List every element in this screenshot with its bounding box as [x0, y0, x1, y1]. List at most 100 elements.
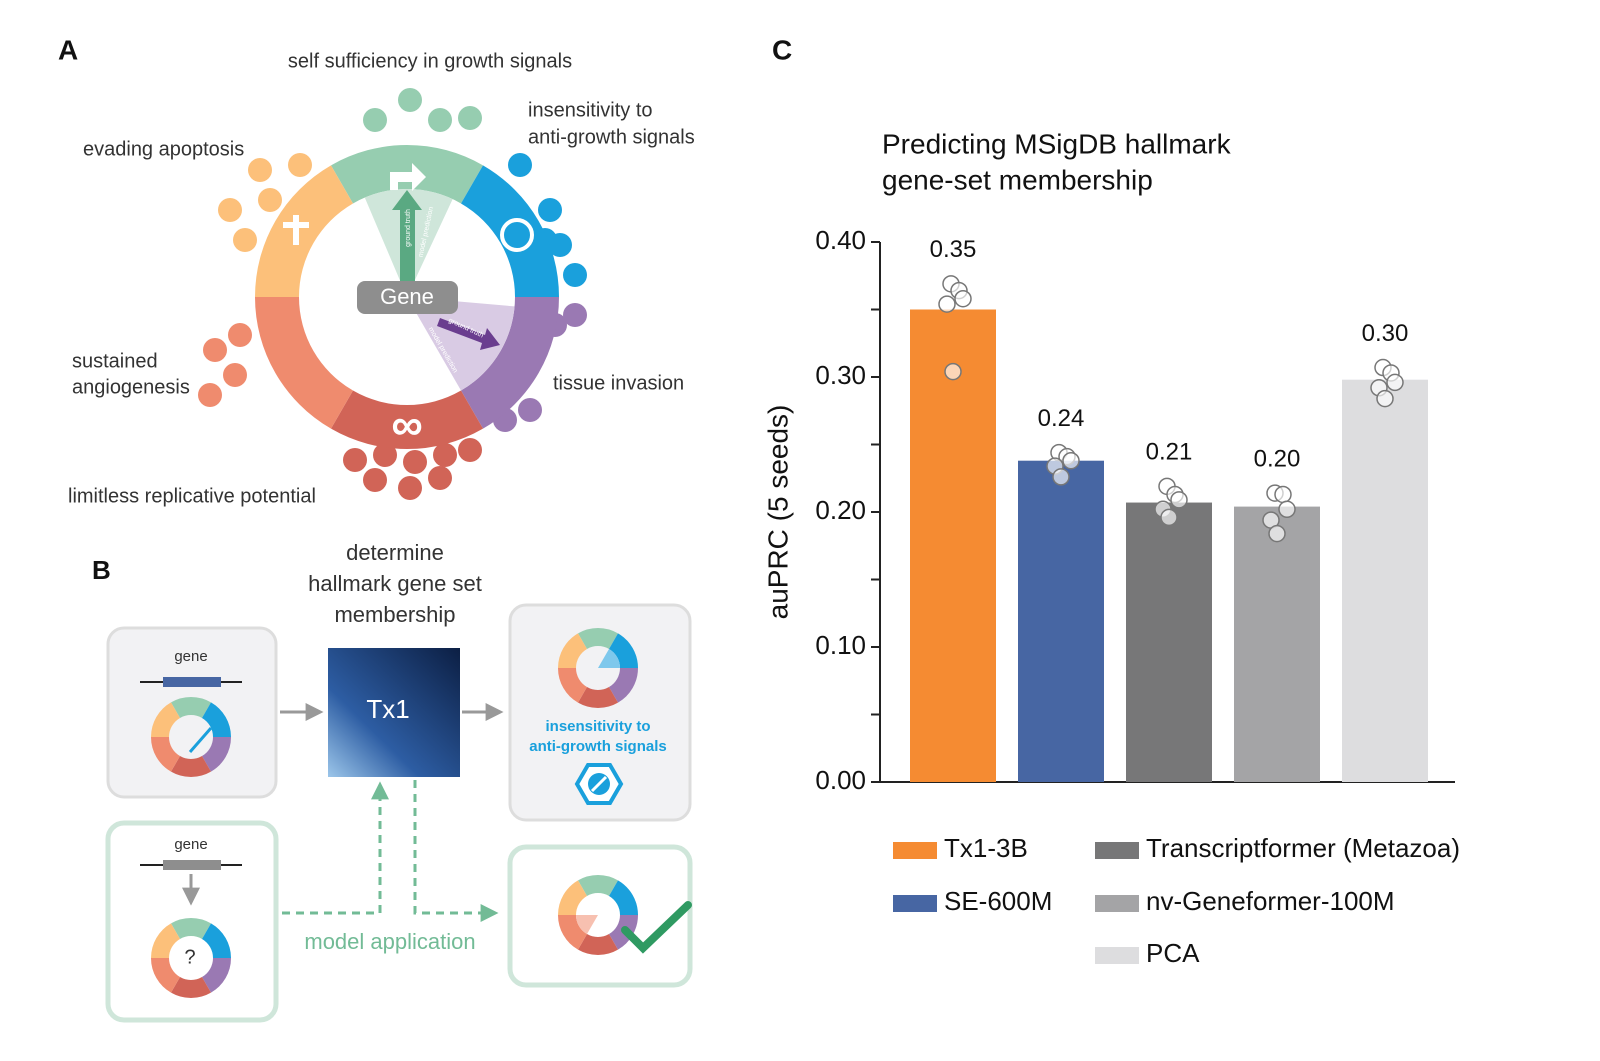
value-label: 0.24 [1038, 405, 1085, 432]
cell-icon [203, 338, 227, 362]
cell-icon [248, 158, 272, 182]
cell-icon [398, 476, 422, 500]
y-tick-label: 0.30 [815, 360, 866, 390]
heading: membership [334, 602, 455, 627]
seed-point [1268, 524, 1286, 543]
seed-point [944, 362, 962, 381]
hallmark-icon [283, 215, 309, 245]
chart-title: gene-set membership [882, 164, 1153, 195]
value-label: 0.21 [1146, 439, 1193, 466]
arrow-head [392, 190, 422, 210]
panel-letter: B [92, 555, 111, 585]
legend-swatch [1095, 842, 1139, 859]
y-axis-label: auPRC (5 seeds) [762, 405, 793, 620]
gene-box [357, 281, 458, 314]
cell-icon [433, 443, 457, 467]
legend-label: nv-Geneformer-100M [1146, 886, 1395, 916]
legend-swatch [893, 842, 937, 859]
prediction-wedge [576, 915, 598, 935]
wheel-segment [202, 737, 231, 772]
result-box [507, 844, 693, 988]
cell-icon [458, 438, 482, 462]
tiny-label: ground truth [405, 209, 412, 247]
seed-point [938, 295, 956, 313]
seed-point [1170, 491, 1188, 509]
hallmark-label: anti-growth signals [528, 126, 695, 148]
legend-swatch [1095, 895, 1139, 912]
seed-point [1278, 500, 1296, 519]
cell-icon [223, 363, 247, 387]
value-label: 0.35 [930, 236, 977, 263]
cell-icon [218, 198, 242, 222]
gene-label: gene [174, 836, 207, 853]
mini-wheel [151, 697, 231, 777]
wheel-segment [578, 875, 618, 896]
wheel-segment [331, 390, 483, 449]
legend-label: PCA [1146, 938, 1200, 968]
wheel-segment [609, 633, 638, 668]
wheel-segment [171, 918, 211, 939]
value-label: 0.20 [1254, 445, 1301, 472]
hallmark-label: tissue invasion [553, 372, 684, 394]
wheel-segment [171, 697, 211, 718]
cell-icon [563, 303, 587, 327]
wheel-segment [558, 915, 587, 950]
panel-letter: C [772, 34, 792, 65]
gene-rect [163, 677, 221, 687]
wheel-segment [171, 756, 211, 777]
bar [1234, 506, 1320, 782]
heading: determine [346, 540, 444, 565]
wheel-segment [202, 923, 231, 958]
mini-wheel [558, 628, 638, 708]
cell-icon [198, 383, 222, 407]
y-tick-label: 0.10 [815, 630, 866, 660]
hallmark-label: sustained [72, 350, 158, 372]
dashed-arrow [282, 781, 389, 915]
wheel-segment [461, 165, 559, 297]
chart-title: Predicting MSigDB hallmark [882, 128, 1232, 159]
cell-icon [228, 323, 252, 347]
bar [1126, 502, 1212, 782]
gene-label: gene [174, 648, 207, 665]
cell-icon [458, 106, 482, 130]
hallmark-icon [500, 218, 534, 252]
bar [1342, 379, 1428, 782]
arrow [188, 727, 213, 753]
legend-label: Tx1-3B [944, 833, 1028, 863]
cell-icon [563, 263, 587, 287]
legend-swatch [1095, 947, 1139, 964]
wheel-segment [578, 687, 618, 708]
model-box [328, 648, 460, 777]
model-label: Tx1 [366, 694, 409, 724]
seed-point [1376, 389, 1394, 408]
hallmark-label: evading apoptosis [83, 138, 244, 160]
wheel-segment [558, 880, 587, 915]
gene-label: Gene [380, 284, 434, 309]
checkmark [621, 901, 692, 954]
seed-point [1160, 508, 1178, 527]
bar [910, 309, 996, 782]
wheel-segment [171, 977, 211, 998]
dashed-arrow [413, 780, 499, 922]
output-box [508, 603, 692, 822]
cell-icon [508, 153, 532, 177]
ground-truth-arrow [437, 318, 500, 350]
bar [1018, 460, 1104, 782]
wheel-segment [202, 958, 231, 993]
hallmark-icon [390, 163, 426, 191]
panel-letter: A [58, 34, 78, 65]
cell-icon [428, 466, 452, 490]
hallmark-icon: ∞ [391, 401, 422, 450]
wheel-segment [151, 923, 180, 958]
unknown-label: ? [184, 946, 195, 968]
seed-point [1274, 485, 1292, 504]
gene-rect [163, 860, 221, 870]
hallmark-label: limitless replicative potential [68, 485, 316, 507]
cell-icon [363, 108, 387, 132]
legend-label: Transcriptformer (Metazoa) [1146, 833, 1460, 863]
hallmark-label: angiogenesis [72, 376, 190, 398]
cell-icon [518, 398, 542, 422]
wheel-segment [255, 165, 353, 297]
y-tick-label: 0.20 [815, 495, 866, 525]
